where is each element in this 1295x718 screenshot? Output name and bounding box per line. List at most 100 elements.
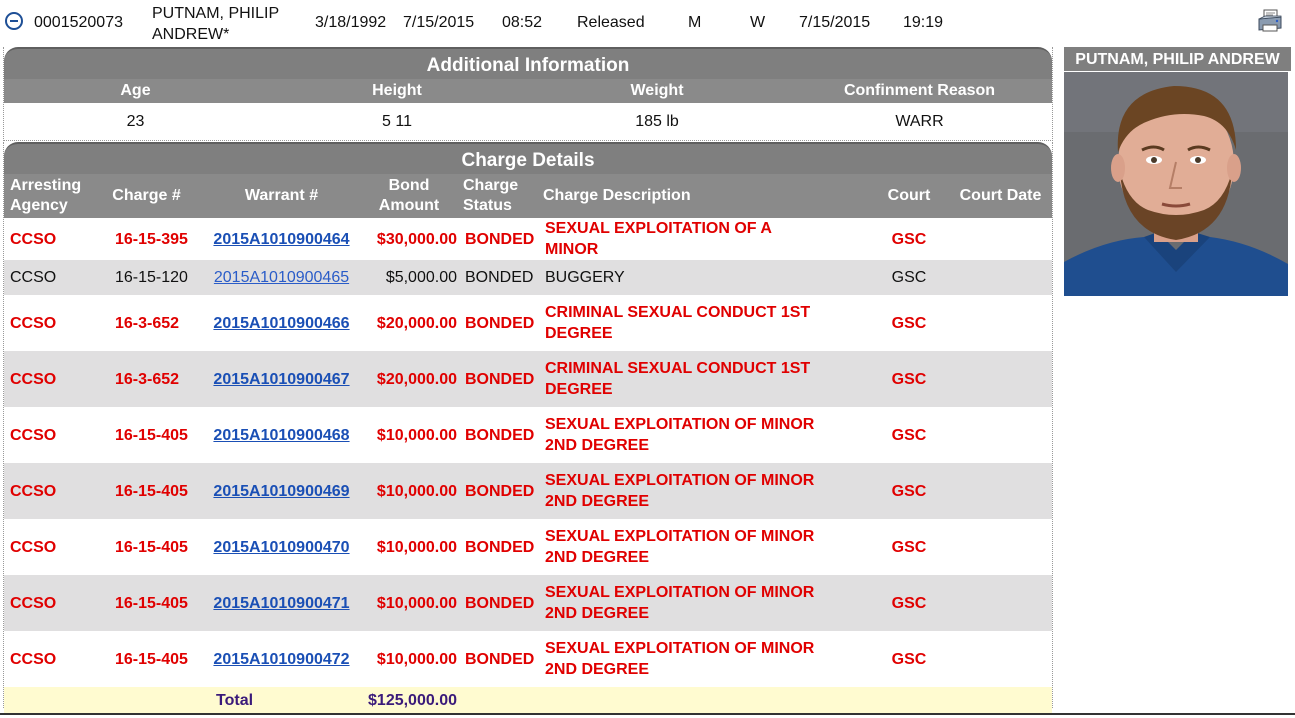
charge-status-cell: BONDED <box>459 351 539 407</box>
charge-number-cell: 16-3-652 <box>115 314 180 332</box>
date-of-birth: 3/18/1992 <box>315 14 387 31</box>
court-date-cell <box>949 631 1052 687</box>
court-cell: GSC <box>891 650 927 668</box>
charge-description-cell: SEXUAL EXPLOITATION OF A MINOR <box>545 220 772 258</box>
charge-row: CCSO 16-15-405 2015A1010900469 $10,000.00 BO… <box>4 463 1052 519</box>
charge-status-cell: BONDED <box>459 575 539 631</box>
charge-number-cell: 16-15-405 <box>89 463 204 519</box>
agency-cell: CCSO <box>10 230 57 248</box>
charge-row: CCSO 16-15-405 2015A1010900472 $10,000.00 BO… <box>4 631 1052 687</box>
additional-information-panel: Additional Information Age Height Weight… <box>3 47 1053 141</box>
court-cell: GSC <box>891 426 927 444</box>
booking-time: 08:52 <box>502 14 543 31</box>
court-date-cell <box>949 575 1052 631</box>
inmate-photo-panel: PUTNAM, PHILIP ANDREW <box>1064 47 1291 301</box>
warrant-link[interactable]: 2015A1010900468 <box>213 426 350 444</box>
inmate-summary-row: 0001520073 PUTNAM, PHILIP ANDREW* 3/18/1… <box>0 0 1295 44</box>
agency-cell: CCSO <box>10 650 57 668</box>
sex: M <box>688 14 702 31</box>
court-cell: GSC <box>891 314 927 332</box>
court-cell: GSC <box>891 538 927 556</box>
charge-row: CCSO 16-15-405 2015A1010900468 $10,000.00 BO… <box>4 407 1052 463</box>
warrant-link[interactable]: 2015A1010900471 <box>213 594 350 612</box>
booking-date: 7/15/2015 <box>403 14 475 31</box>
bond-amount-cell: $10,000.00 <box>376 538 457 556</box>
charge-details-title: Charge Details <box>4 142 1052 174</box>
warrant-cell: 2015A1010900472 <box>204 631 359 687</box>
total-spacer <box>4 687 204 713</box>
charge-status-cell: BONDED <box>465 538 535 556</box>
bond-amount-cell: $10,000.00 <box>359 575 459 631</box>
charge-description-cell: SEXUAL EXPLOITATION OF MINOR 2ND DEGREE <box>545 416 815 454</box>
photo-name-label: PUTNAM, PHILIP ANDREW <box>1064 47 1291 71</box>
charge-number-header: Charge # <box>89 174 204 218</box>
charge-row: CCSO 16-3-652 2015A1010900466 $20,000.00 BON… <box>4 295 1052 351</box>
inmate-name-line1: PUTNAM, PHILIP <box>152 5 280 22</box>
weight-header: Weight <box>527 79 787 103</box>
charge-status-header: Charge Status <box>459 174 539 218</box>
charge-row: CCSO 16-15-395 2015A1010900464 $30,000.00 BO… <box>4 218 1052 260</box>
charges-table: Arresting Agency Charge # Warrant # Bond… <box>4 174 1052 713</box>
height-value: 5 11 <box>382 113 412 130</box>
charge-status-cell: BONDED <box>465 426 535 444</box>
court-date-cell <box>949 519 1052 575</box>
court-date-header: Court Date <box>949 174 1052 218</box>
charge-number-cell: 16-15-395 <box>115 230 188 248</box>
warrant-cell: 2015A1010900464 <box>204 218 359 260</box>
charge-status-cell: BONDED <box>459 463 539 519</box>
court-date-cell <box>949 407 1052 463</box>
printer-icon[interactable] <box>1257 8 1283 34</box>
warrant-link[interactable]: 2015A1010900464 <box>213 230 350 248</box>
arresting-agency-header: Arresting Agency <box>4 174 89 218</box>
warrant-cell: 2015A1010900467 <box>204 351 359 407</box>
charge-row: CCSO 16-15-405 2015A1010900470 $10,000.00 BO… <box>4 519 1052 575</box>
release-date: 7/15/2015 <box>799 14 871 31</box>
minus-circle-icon[interactable] <box>5 12 23 30</box>
warrant-cell: 2015A1010900468 <box>204 407 359 463</box>
charge-description-cell: BUGGERY <box>539 260 869 295</box>
warrant-link[interactable]: 2015A1010900470 <box>213 538 350 556</box>
charge-status-cell: BONDED <box>465 230 535 248</box>
warrant-cell: 2015A1010900471 <box>204 575 359 631</box>
charge-number-cell: 16-3-652 <box>89 351 204 407</box>
warrant-cell: 2015A1010900465 <box>204 260 359 295</box>
warrant-link[interactable]: 2015A1010900472 <box>213 650 350 668</box>
court-header: Court <box>869 174 949 218</box>
charge-status-cell: BONDED <box>465 650 535 668</box>
bond-amount-cell: $10,000.00 <box>359 463 459 519</box>
charge-row: CCSO 16-15-405 2015A1010900471 $10,000.00 BO… <box>4 575 1052 631</box>
warrant-cell: 2015A1010900470 <box>204 519 359 575</box>
warrant-cell: 2015A1010900466 <box>204 295 359 351</box>
charges-header-row: Arresting Agency Charge # Warrant # Bond… <box>4 174 1052 218</box>
agency-cell: CCSO <box>4 351 89 407</box>
charge-description-cell: SEXUAL EXPLOITATION OF MINOR 2ND DEGREE <box>539 463 869 519</box>
mugshot-photo <box>1064 72 1288 296</box>
bond-amount-cell: $5,000.00 <box>359 260 459 295</box>
release-status: Released <box>577 14 645 31</box>
charge-row: CCSO 16-15-120 2015A1010900465 $5,000.00 BON… <box>4 260 1052 295</box>
total-row: Total $125,000.00 <box>4 687 1052 713</box>
charge-description-cell: SEXUAL EXPLOITATION OF MINOR 2ND DEGREE <box>539 575 869 631</box>
bond-amount-cell: $30,000.00 <box>376 230 457 248</box>
total-label: Total <box>204 687 359 713</box>
charge-description-cell: CRIMINAL SEXUAL CONDUCT 1ST DEGREE <box>539 351 869 407</box>
total-filler <box>459 687 1052 713</box>
agency-cell: CCSO <box>4 260 89 295</box>
agency-cell: CCSO <box>10 426 57 444</box>
warrant-link[interactable]: 2015A1010900466 <box>213 314 350 332</box>
bond-amount-cell: $20,000.00 <box>376 314 457 332</box>
charge-number-cell: 16-15-405 <box>89 575 204 631</box>
warrant-link[interactable]: 2015A1010900467 <box>213 370 350 388</box>
charge-number-cell: 16-15-405 <box>115 650 188 668</box>
race: W <box>750 14 766 31</box>
release-time: 19:19 <box>903 14 944 31</box>
height-header: Height <box>267 79 527 103</box>
charge-details-panel: Charge Details Arresting Agency Charge #… <box>3 142 1053 713</box>
court-cell: GSC <box>869 575 949 631</box>
warrant-link[interactable]: 2015A1010900465 <box>213 269 350 286</box>
booking-number: 0001520073 <box>34 14 123 31</box>
warrant-link[interactable]: 2015A1010900469 <box>213 482 350 500</box>
charge-row: CCSO 16-3-652 2015A1010900467 $20,000.00 BON… <box>4 351 1052 407</box>
bottom-divider <box>0 713 1295 715</box>
charge-number-cell: 16-15-120 <box>89 260 204 295</box>
